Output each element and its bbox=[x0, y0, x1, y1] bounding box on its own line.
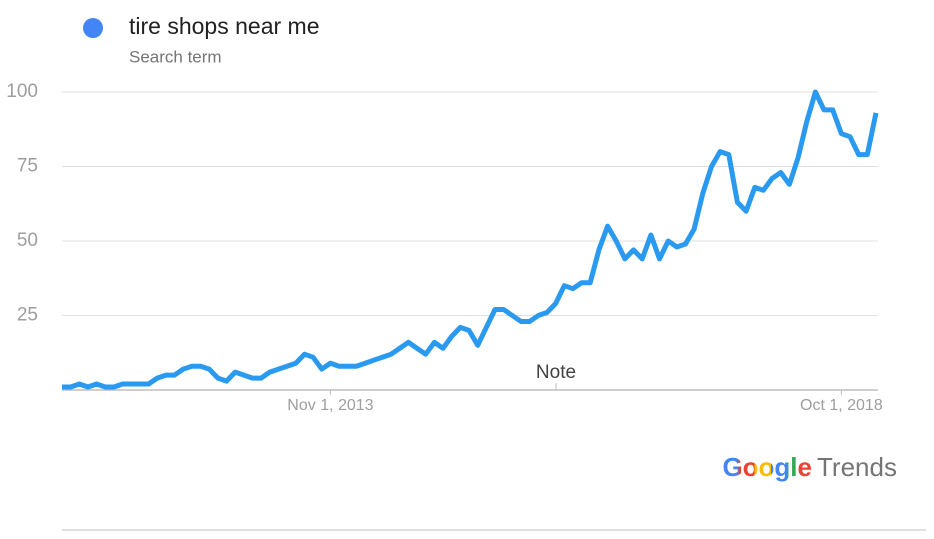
x-tick-label: Nov 1, 2013 bbox=[287, 397, 373, 414]
y-tick-label: 50 bbox=[17, 230, 38, 251]
y-tick-label: 75 bbox=[17, 156, 38, 177]
logo-brand: Google bbox=[722, 452, 812, 482]
legend-label: tire shops near me bbox=[129, 13, 319, 39]
logo-product: Trends bbox=[817, 452, 897, 482]
y-tick-label: 100 bbox=[6, 81, 38, 102]
series-line bbox=[62, 89, 879, 390]
legend-subtitle: Search term bbox=[129, 47, 222, 66]
note-annotation: Note bbox=[536, 362, 576, 383]
y-tick-label: 25 bbox=[17, 305, 38, 326]
legend-marker bbox=[83, 18, 103, 38]
card bbox=[0, 0, 928, 530]
x-tick-label: Oct 1, 2018 bbox=[800, 397, 883, 414]
